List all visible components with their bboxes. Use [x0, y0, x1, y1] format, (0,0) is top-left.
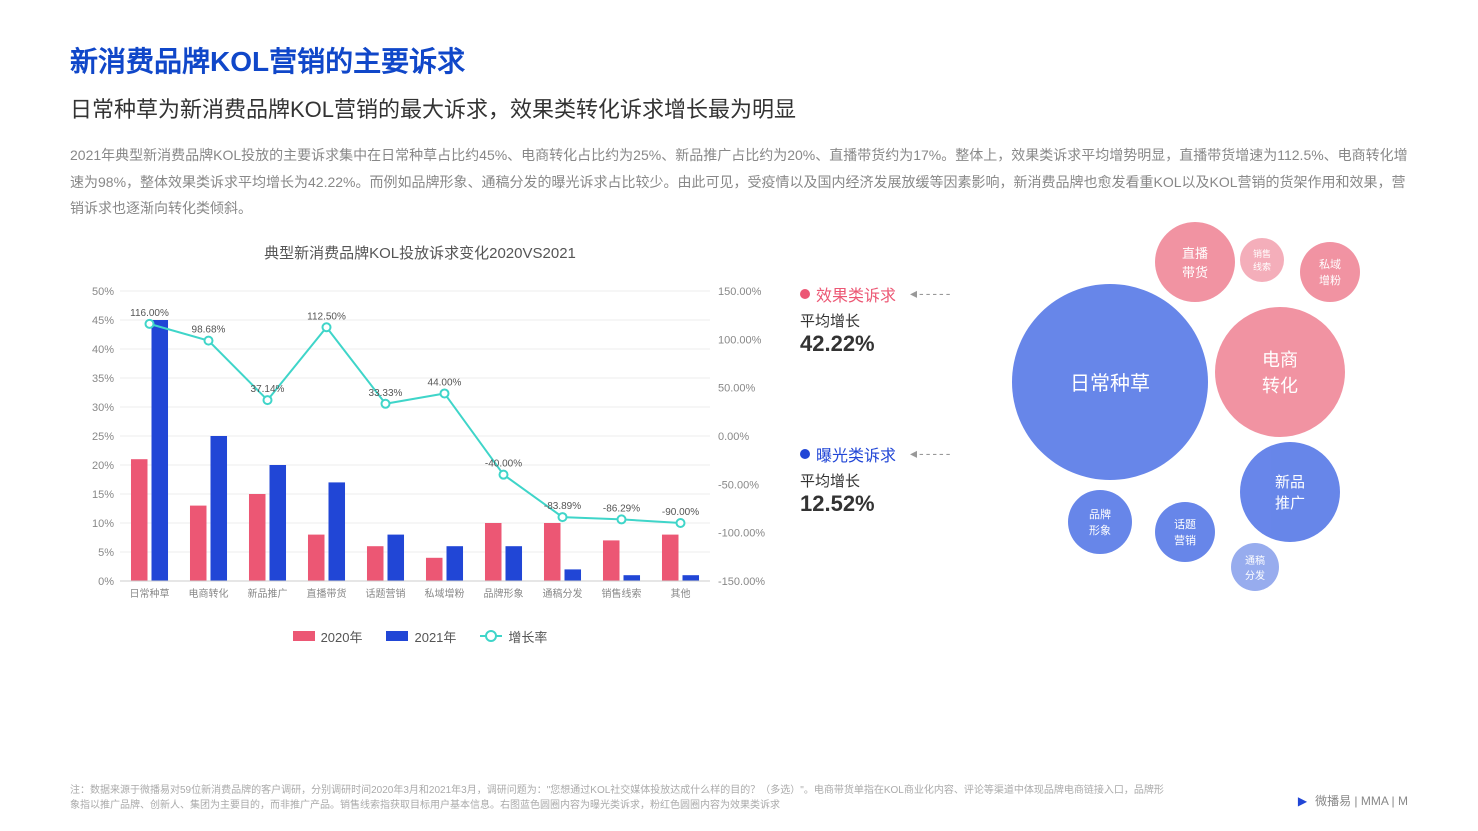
legend-2020: 2020年	[293, 627, 363, 646]
svg-text:-150.00%: -150.00%	[718, 576, 765, 588]
arrow-icon: ◂-----	[910, 285, 952, 302]
svg-text:-100.00%: -100.00%	[718, 527, 765, 539]
svg-text:116.00%: 116.00%	[130, 308, 169, 319]
svg-text:-86.29%: -86.29%	[603, 503, 640, 514]
main-content-row: 典型新消费品牌KOL投放诉求变化2020VS2021 0% 5% 10% 15% 20%…	[70, 242, 1408, 646]
svg-text:98.68%: 98.68%	[192, 324, 226, 335]
svg-text:直播带货: 直播带货	[307, 587, 347, 600]
svg-text:10%: 10%	[92, 518, 114, 530]
svg-text:品牌形象: 品牌形象	[484, 587, 524, 600]
description-text: 2021年典型新消费品牌KOL投放的主要诉求集中在日常种草占比约45%、电商转化…	[70, 142, 1408, 222]
svg-text:112.50%: 112.50%	[307, 311, 346, 322]
svg-text:15%: 15%	[92, 489, 114, 501]
svg-text:20%: 20%	[92, 460, 114, 472]
bubble-chart: 日常种草电商转化新品推广直播带货销售线索私域增粉品牌形象话题营销通稿分发	[1020, 222, 1420, 622]
svg-text:-50.00%: -50.00%	[718, 479, 759, 491]
svg-text:-40.00%: -40.00%	[485, 458, 522, 469]
svg-text:其他: 其他	[671, 587, 691, 600]
svg-text:新品推广: 新品推广	[248, 587, 288, 600]
bubble-日常种草: 日常种草	[1012, 284, 1208, 480]
svg-text:25%: 25%	[92, 431, 114, 443]
kpi-exposure: 曝光类诉求◂----- 平均增长 12.52%	[800, 442, 952, 517]
svg-text:-83.89%: -83.89%	[544, 501, 581, 512]
bubble-话题营销: 话题营销	[1155, 502, 1215, 562]
page-subtitle: 日常种草为新消费品牌KOL营销的最大诉求，效果类转化诉求增长最为明显	[70, 92, 1408, 124]
bubble-新品推广: 新品推广	[1240, 442, 1340, 542]
bubble-电商转化: 电商转化	[1215, 307, 1345, 437]
svg-text:销售线索: 销售线索	[602, 587, 642, 600]
footnote-text: 注：数据来源于微播易对59位新消费品牌的客户调研，分别调研时间2020年3月和2…	[70, 783, 1170, 813]
svg-text:35%: 35%	[92, 373, 114, 385]
chart-legend: 2020年 2021年 增长率	[70, 627, 770, 646]
legend-growth: 增长率	[480, 627, 547, 646]
svg-text:37.14%: 37.14%	[251, 384, 285, 395]
bubble-品牌形象: 品牌形象	[1068, 490, 1132, 554]
svg-text:私域增粉: 私域增粉	[425, 587, 465, 600]
svg-text:50%: 50%	[92, 286, 114, 298]
svg-text:电商转化: 电商转化	[189, 587, 229, 600]
chart-title: 典型新消费品牌KOL投放诉求变化2020VS2021	[70, 242, 770, 263]
right-column: 效果类诉求◂----- 平均增长 42.22% 曝光类诉求◂----- 平均增长…	[800, 242, 1408, 646]
logo-icon: ▶	[1298, 794, 1307, 808]
svg-text:44.00%: 44.00%	[428, 377, 462, 388]
bubble-销售线索: 销售线索	[1240, 238, 1284, 282]
svg-text:33.33%: 33.33%	[369, 388, 403, 399]
svg-text:-90.00%: -90.00%	[662, 507, 699, 518]
svg-text:100.00%: 100.00%	[718, 334, 762, 346]
svg-text:150.00%: 150.00%	[718, 286, 762, 298]
svg-text:5%: 5%	[98, 547, 114, 559]
svg-text:话题营销: 话题营销	[366, 587, 406, 600]
page-title: 新消费品牌KOL营销的主要诉求	[70, 40, 1408, 80]
svg-text:通稿分发: 通稿分发	[543, 587, 583, 600]
svg-text:日常种草: 日常种草	[130, 587, 170, 600]
bubble-私域增粉: 私域增粉	[1300, 242, 1360, 302]
legend-2021: 2021年	[386, 627, 456, 646]
chart-column: 典型新消费品牌KOL投放诉求变化2020VS2021 0% 5% 10% 15% 20%…	[70, 242, 770, 646]
svg-text:40%: 40%	[92, 344, 114, 356]
svg-text:0%: 0%	[98, 576, 114, 588]
logos: ▶ 微播易 | MMA | M	[1298, 792, 1408, 809]
arrow-icon: ◂-----	[910, 445, 952, 462]
svg-text:45%: 45%	[92, 315, 114, 327]
svg-text:50.00%: 50.00%	[718, 382, 756, 394]
bubble-直播带货: 直播带货	[1155, 222, 1235, 302]
bubble-通稿分发: 通稿分发	[1231, 543, 1279, 591]
combo-chart: 0% 5% 10% 15% 20% 25% 30% 35% 40% 45% 50% -150.00% -…	[70, 271, 770, 621]
svg-text:0.00%: 0.00%	[718, 431, 749, 443]
kpi-effect: 效果类诉求◂----- 平均增长 42.22%	[800, 282, 952, 357]
svg-text:30%: 30%	[92, 402, 114, 414]
